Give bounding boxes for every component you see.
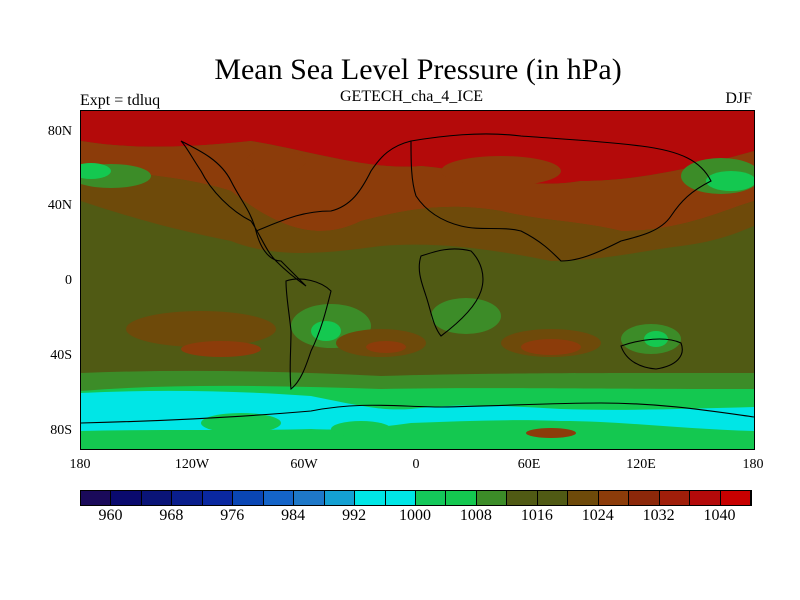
lon-label-120w: 120W	[174, 457, 210, 472]
colorbar-label: 1008	[459, 507, 492, 524]
season-label: DJF	[725, 90, 752, 107]
lat-label-80n: 80N	[47, 124, 72, 139]
colorbar-label: 1024	[581, 507, 614, 524]
colorbar-swatch	[690, 491, 721, 505]
colorbar-swatch	[385, 491, 416, 505]
colorbar-label: 968	[159, 507, 184, 524]
lat-label-40n: 40N	[47, 198, 72, 213]
colorbar-label: 1032	[642, 507, 675, 524]
plot-title: Mean Sea Level Pressure (in hPa)	[214, 53, 622, 86]
colorbar-swatch	[294, 491, 325, 505]
colorbar-swatch	[537, 491, 569, 505]
colorbar-swatch	[324, 491, 356, 505]
lat-label-40s: 40S	[50, 348, 72, 363]
lon-label-0: 0	[412, 457, 420, 472]
colorbar-swatch	[720, 491, 751, 505]
lon-label-60w: 60W	[290, 457, 318, 472]
lon-label-180e: 180	[742, 457, 764, 472]
colorbar-swatch	[446, 491, 477, 505]
colorbar-swatch	[233, 491, 264, 505]
colorbar-swatch	[172, 491, 203, 505]
colorbar-label: 976	[220, 507, 245, 524]
colorbar-swatch	[507, 491, 538, 505]
colorbar-label: 992	[342, 507, 367, 524]
colorbar-swatch	[568, 491, 599, 505]
colorbar-swatch	[263, 491, 295, 505]
colorbar-swatch	[629, 491, 660, 505]
lon-label-120e: 120E	[626, 457, 656, 472]
colorbar-swatch	[81, 491, 112, 505]
lon-label-60e: 60E	[517, 457, 541, 472]
pressure-map	[80, 110, 755, 450]
colorbar-label: 1000	[399, 507, 431, 524]
colorbar	[80, 490, 752, 506]
colorbar-swatch	[202, 491, 234, 505]
colorbar-swatch	[141, 491, 173, 505]
colorbar-swatch	[355, 491, 386, 505]
colorbar-swatch	[659, 491, 691, 505]
lon-label-180w: 180	[69, 457, 91, 472]
lat-label-80s: 80S	[50, 423, 72, 438]
coastlines	[81, 133, 754, 424]
colorbar-swatch	[476, 491, 508, 505]
colorbar-swatch	[111, 491, 142, 505]
experiment-label: Expt = tdluq	[80, 92, 161, 109]
dataset-subtitle: GETECH_cha_4_ICE	[340, 88, 484, 105]
colorbar-label: 1016	[520, 507, 553, 524]
colorbar-label: 1040	[703, 507, 736, 524]
lat-label-0: 0	[65, 273, 72, 288]
colorbar-label: 960	[98, 507, 123, 524]
colorbar-swatch	[598, 491, 630, 505]
colorbar-swatch	[415, 491, 447, 505]
colorbar-label: 984	[281, 507, 306, 524]
pressure-field	[81, 111, 754, 449]
